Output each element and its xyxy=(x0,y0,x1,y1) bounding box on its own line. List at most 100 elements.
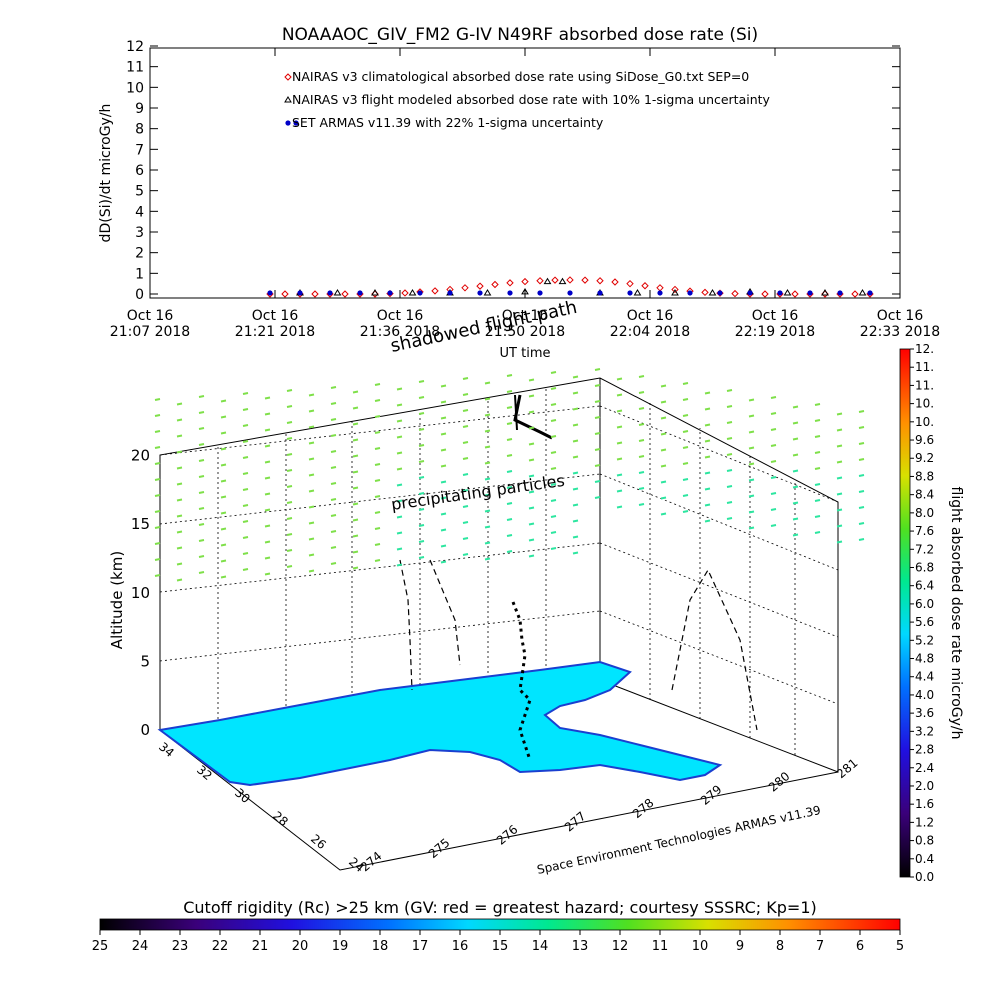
particle-mark xyxy=(242,536,249,539)
particle-mark xyxy=(704,487,711,491)
colorbar-tick-label: 3.6 xyxy=(915,706,934,720)
particle-mark xyxy=(286,421,293,424)
colorbar-tick-label: 0.8 xyxy=(915,834,934,848)
particle-mark xyxy=(814,451,821,454)
precipitating-particles-label: precipitating particles xyxy=(390,471,566,514)
particle-mark xyxy=(858,426,865,429)
dose-x-tick-time: 21:21 2018 xyxy=(235,324,315,340)
dose-point xyxy=(597,290,603,296)
particle-mark xyxy=(264,556,271,560)
dose-x-tick-date: Oct 16 xyxy=(127,308,174,324)
particle-mark xyxy=(594,416,601,419)
particle-mark xyxy=(330,418,337,421)
altitude-tick-label: 10 xyxy=(131,584,150,602)
dose-point xyxy=(821,288,829,296)
particle-mark xyxy=(660,480,667,484)
particle-mark xyxy=(506,438,513,441)
particle-mark xyxy=(660,432,667,436)
particle-mark xyxy=(264,428,271,432)
particle-mark xyxy=(286,389,293,392)
particle-mark xyxy=(242,472,249,475)
dose-point xyxy=(671,285,679,294)
colorbar-tick-label: 1.2 xyxy=(915,815,934,829)
particle-mark xyxy=(440,496,447,500)
particle-mark xyxy=(462,377,469,380)
dose-y-tick-label: 3 xyxy=(135,225,144,241)
particle-mark xyxy=(374,479,381,482)
particle-mark xyxy=(506,406,513,409)
particle-mark xyxy=(770,444,777,447)
particle-mark xyxy=(814,499,821,502)
particle-mark xyxy=(308,457,315,461)
particle-mark xyxy=(814,515,821,518)
dose-point xyxy=(387,290,393,296)
dose-point xyxy=(333,288,342,296)
dose-x-tick-time: 22:33 2018 xyxy=(860,324,940,340)
particle-mark xyxy=(418,476,425,479)
particle-mark xyxy=(572,535,579,539)
particle-mark xyxy=(352,486,359,490)
particle-mark xyxy=(792,453,799,457)
particle-mark xyxy=(308,409,315,413)
legend-marker xyxy=(284,96,292,103)
dose-point xyxy=(417,290,423,296)
particle-mark xyxy=(440,400,447,404)
particle-mark xyxy=(154,414,161,417)
particle-mark xyxy=(660,416,667,420)
particle-mark xyxy=(836,412,843,416)
particle-mark xyxy=(286,533,293,536)
particle-mark xyxy=(594,400,601,403)
particle-mark xyxy=(572,503,579,507)
particle-mark xyxy=(726,501,733,504)
rigidity-tick-label: 5 xyxy=(896,939,904,954)
particle-mark xyxy=(792,501,799,505)
particle-mark xyxy=(374,431,381,434)
particle-mark xyxy=(242,504,249,507)
particle-mark xyxy=(220,431,227,435)
colorbar-tick-label: 8.8 xyxy=(915,469,934,483)
particle-mark xyxy=(242,408,249,411)
particle-mark xyxy=(220,527,227,531)
rigidity-tick-label: 21 xyxy=(252,939,269,954)
particle-mark xyxy=(594,368,601,371)
particle-mark xyxy=(748,430,755,434)
dose-y-tick-label: 12 xyxy=(126,39,144,55)
particle-mark xyxy=(506,502,513,505)
particle-mark xyxy=(550,467,557,470)
particle-mark xyxy=(418,380,425,383)
rigidity-tick-label: 10 xyxy=(692,939,709,954)
particle-mark xyxy=(198,539,205,542)
particle-mark xyxy=(572,487,579,491)
dose-x-tick-date: Oct 16 xyxy=(502,308,549,324)
particle-mark xyxy=(264,492,271,496)
particle-mark xyxy=(308,489,315,493)
particle-mark xyxy=(396,499,403,503)
particle-mark xyxy=(418,540,425,543)
particle-mark xyxy=(528,522,535,526)
longitude-tick-label: 275 xyxy=(426,836,453,861)
particle-mark xyxy=(264,444,271,448)
particle-mark xyxy=(660,464,667,468)
particle-mark xyxy=(154,542,161,545)
particle-mark xyxy=(220,415,227,419)
legend-marker xyxy=(285,120,291,126)
particle-mark xyxy=(242,488,249,491)
particle-mark xyxy=(396,483,403,487)
dose-colorbar xyxy=(899,348,911,878)
particle-mark xyxy=(220,399,227,403)
colorbar-tick-label: 8.0 xyxy=(915,506,934,520)
particle-mark xyxy=(154,478,161,481)
particle-mark xyxy=(352,566,359,570)
particle-mark xyxy=(616,409,623,413)
particle-mark xyxy=(704,407,711,411)
longitude-tick-label: 280 xyxy=(766,769,793,794)
particle-mark xyxy=(396,563,403,567)
particle-mark xyxy=(506,422,513,425)
dose-point xyxy=(551,276,559,284)
dose-y-tick-label: 1 xyxy=(135,266,144,282)
map-surface xyxy=(157,660,723,787)
dose-point xyxy=(761,290,769,298)
particle-mark xyxy=(858,522,865,525)
particle-mark xyxy=(308,393,315,397)
dose-colorbar-label: flight absorbed dose rate microGy/h xyxy=(948,487,964,740)
